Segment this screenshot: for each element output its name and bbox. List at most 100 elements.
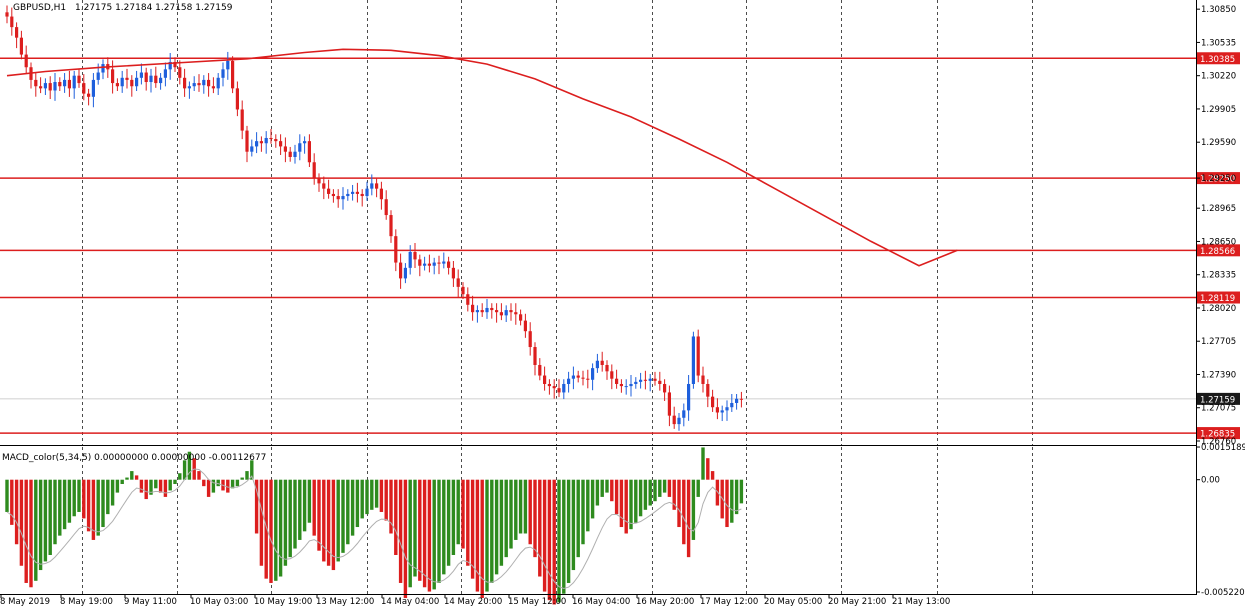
macd-histogram-bar — [581, 479, 585, 545]
macd-histogram-bar — [667, 479, 672, 497]
candle-body — [447, 261, 451, 268]
level-price-tag — [1197, 291, 1240, 304]
macd-histogram-bar — [586, 479, 590, 532]
candle-body — [739, 398, 743, 400]
candle-body — [514, 312, 518, 315]
macd-histogram-bar — [494, 479, 499, 575]
macd-histogram-bar — [523, 479, 528, 534]
candle-body — [581, 377, 585, 379]
macd-histogram-bar — [466, 479, 470, 566]
macd-histogram-bar — [254, 479, 259, 534]
candle-body — [547, 383, 551, 387]
macd-histogram-bar — [677, 479, 681, 528]
macd-histogram-bar — [206, 479, 211, 497]
price-axis-tick-label: 1.30535 — [1201, 38, 1236, 48]
candle-body — [619, 383, 623, 387]
macd-histogram-bar — [154, 479, 158, 489]
macd-histogram-bar — [240, 477, 244, 480]
candle-body — [691, 336, 695, 384]
time-axis-tick-label: 10 May 19:00 — [254, 597, 312, 607]
candle-body — [509, 310, 513, 313]
macd-histogram-bar — [326, 479, 331, 566]
candle-body — [519, 314, 523, 321]
candle-body — [595, 360, 599, 369]
level-price-tag — [1197, 427, 1240, 440]
candle-body — [163, 69, 167, 78]
candle-body — [456, 278, 460, 287]
macd-histogram-bar — [634, 479, 638, 523]
candle-body — [466, 294, 470, 305]
macd-histogram-bar — [48, 479, 52, 555]
macd-histogram-bar — [158, 479, 163, 493]
candle-body — [82, 83, 86, 94]
candle-body — [490, 307, 494, 311]
candle-body — [711, 396, 715, 408]
candle-body — [543, 375, 547, 384]
candle-body — [423, 263, 427, 266]
time-axis-tick-label: 13 May 12:00 — [316, 597, 374, 607]
price-axis-tick-label: 1.29250 — [1201, 174, 1236, 184]
candle-body — [346, 193, 350, 197]
candle-body — [720, 410, 724, 413]
macd-histogram-bar — [730, 479, 734, 523]
macd-histogram-bar — [235, 479, 240, 487]
macd-histogram-bar — [34, 479, 38, 581]
candle-body — [394, 236, 398, 263]
macd-histogram-bar — [77, 479, 81, 512]
macd-histogram-bar — [149, 479, 153, 495]
macd-histogram-bar — [590, 479, 595, 519]
macd-histogram-bar — [173, 479, 177, 485]
macd-histogram-bar — [86, 479, 91, 532]
candle-body — [111, 69, 115, 84]
macd-histogram-bar — [384, 479, 388, 521]
candle-body — [178, 67, 182, 78]
candle-body — [399, 262, 403, 279]
current-price-tag-label: 1.27159 — [1200, 395, 1235, 405]
macd-histogram-bar — [120, 479, 124, 485]
candle-body — [58, 82, 62, 87]
macd-histogram-bar — [442, 479, 446, 575]
macd-histogram-bar — [82, 479, 86, 519]
macd-histogram-bar — [269, 479, 273, 583]
candle-body — [571, 375, 575, 379]
macd-histogram-bar — [101, 479, 105, 528]
macd-histogram-bar — [653, 479, 657, 502]
candle-body — [643, 379, 647, 381]
macd-histogram-bar — [422, 479, 427, 588]
candle-body — [48, 83, 52, 91]
macd-histogram-bar — [67, 479, 72, 523]
macd-histogram-bar — [130, 471, 134, 480]
candle-body — [351, 191, 355, 194]
candle-body — [91, 79, 95, 97]
macd-histogram-bar — [710, 471, 715, 480]
time-axis-tick-label: 14 May 20:00 — [444, 597, 502, 607]
macd-histogram-bar — [336, 479, 340, 562]
candle-body — [96, 72, 100, 80]
macd-histogram-bar — [658, 479, 662, 497]
macd-histogram-bar — [14, 479, 19, 545]
macd-histogram-bar — [302, 479, 307, 532]
time-axis-tick-label: 16 May 20:00 — [636, 597, 694, 607]
macd-histogram-bar — [643, 479, 648, 510]
macd-histogram-bar — [283, 479, 288, 566]
candle-body — [293, 151, 297, 157]
macd-histogram-bar — [504, 479, 508, 558]
candle-body — [288, 151, 292, 157]
candle-body — [370, 183, 374, 189]
candle-body — [197, 83, 201, 86]
macd-histogram-bar — [706, 458, 710, 480]
indicator-axis-tick-label: 0.0015189 — [1201, 443, 1245, 453]
price-axis-tick-label: 1.28335 — [1201, 271, 1236, 281]
macd-histogram-bar — [360, 479, 364, 519]
time-axis-tick-label: 8 May 19:00 — [60, 597, 113, 607]
macd-histogram-bar — [557, 479, 561, 603]
candle-body — [39, 86, 43, 89]
macd-histogram-bar — [115, 479, 120, 493]
candle-body — [451, 267, 455, 279]
macd-histogram-bar — [106, 479, 110, 515]
macd-histogram-bar — [346, 479, 350, 545]
macd-histogram-bar — [230, 479, 235, 489]
macd-histogram-bar — [427, 479, 432, 592]
